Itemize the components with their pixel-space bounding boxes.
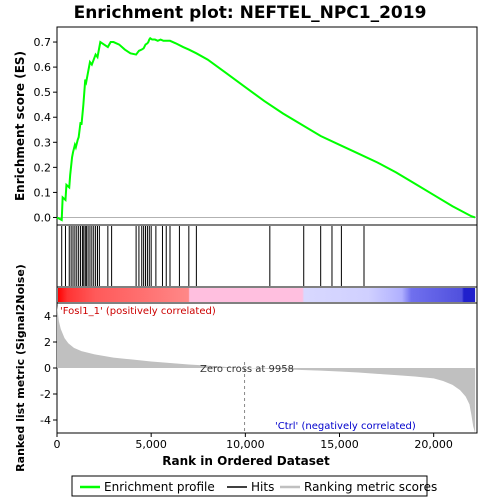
metric-tick-label: -4 — [40, 414, 51, 427]
metric-y-axis-label: Ranked list metric (Signal2Noise) — [14, 264, 27, 472]
es-y-axis-label: Enrichment score (ES) — [13, 51, 27, 201]
x-tick-label: 15,000 — [320, 438, 359, 451]
es-tick-label: 0.2 — [34, 161, 52, 174]
legend: Enrichment profile Hits Ranking metric s… — [71, 475, 437, 497]
positive-annotation: 'Fosl1_1' (positively correlated) — [60, 306, 216, 317]
metric-tick-label: 0 — [44, 362, 51, 375]
chart-title: Enrichment plot: NEFTEL_NPC1_2019 — [74, 3, 427, 23]
es-tick-label: 0.4 — [34, 111, 52, 124]
x-tick-label: 20,000 — [414, 438, 453, 451]
es-tick-label: 0.0 — [34, 211, 52, 224]
es-tick-label: 0.5 — [34, 86, 52, 99]
zero-cross-annotation: Zero cross at 9958 — [200, 364, 294, 375]
hits-panel — [56, 224, 478, 288]
es-panel — [56, 26, 478, 226]
x-tick-label: 5,000 — [135, 438, 167, 451]
es-tick-label: 0.3 — [34, 136, 52, 149]
metric-tick-label: 2 — [44, 336, 51, 349]
es-tick-label: 0.7 — [34, 36, 52, 49]
colorbar — [58, 288, 476, 302]
x-ticks: 0 5,000 10,000 15,000 20,000 — [54, 433, 453, 451]
hit-marks — [61, 226, 365, 286]
legend-metric-label: Ranking metric scores — [304, 480, 437, 494]
metric-tick-label: -2 — [40, 388, 51, 401]
enrichment-profile-line — [56, 36, 476, 222]
negative-annotation: 'Ctrl' (negatively correlated) — [275, 421, 416, 432]
es-tick-label: 0.6 — [34, 61, 52, 74]
metric-y-ticks: -4 -2 0 2 4 — [40, 310, 57, 427]
legend-hits-label: Hits — [251, 480, 274, 494]
x-axis-label: Rank in Ordered Dataset — [162, 454, 330, 468]
es-y-ticks: 0.0 0.1 0.2 0.3 0.4 0.5 0.6 0.7 — [34, 36, 57, 224]
metric-score-area — [57, 305, 476, 433]
x-tick-label: 0 — [54, 438, 61, 451]
metric-tick-label: 4 — [44, 310, 51, 323]
legend-box — [71, 475, 428, 497]
metric-area — [57, 305, 476, 433]
es-tick-label: 0.1 — [34, 186, 52, 199]
colorbar-fill — [58, 288, 476, 302]
legend-enrichment-label: Enrichment profile — [104, 480, 215, 494]
x-tick-label: 10,000 — [226, 438, 265, 451]
